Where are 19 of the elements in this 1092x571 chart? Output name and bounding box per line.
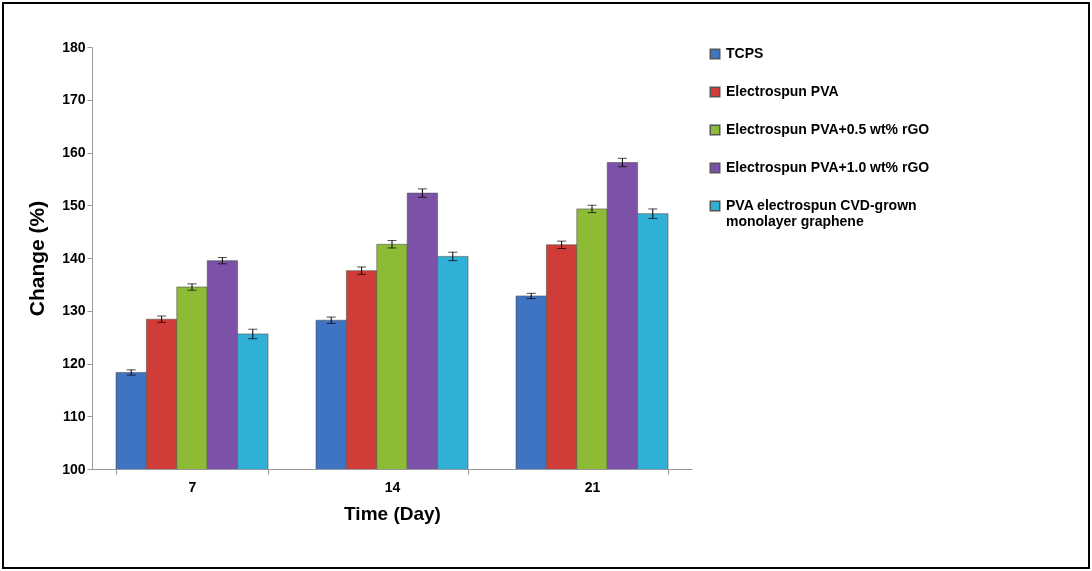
y-tick-label: 180: [62, 38, 86, 55]
y-tick-label: 150: [62, 196, 86, 213]
legend-label: Electrospun PVA: [726, 83, 839, 99]
y-tick-label: 120: [62, 355, 86, 371]
y-tick-label: 160: [62, 144, 86, 160]
y-tick-label: 170: [62, 91, 86, 108]
x-tick-label: 7: [188, 478, 197, 495]
legend-label: TCPS: [726, 45, 764, 61]
x-tick-label: 21: [584, 478, 601, 495]
legend-label: Electrospun PVA+1.0 wt% rGO: [726, 159, 930, 175]
y-tick-label: 130: [62, 302, 86, 319]
x-tick-label: 14: [384, 478, 401, 495]
y-axis-title: Change (%): [25, 200, 49, 317]
y-tick-label: 110: [62, 407, 86, 424]
y-tick-label: 100: [62, 460, 86, 477]
y-tick-label: 140: [62, 249, 86, 266]
x-axis-title: Time (Day): [344, 502, 441, 524]
legend-label: PVA electrospun CVD-grown monolayer graphene: [726, 197, 917, 229]
legend-label: Electrospun PVA+0.5 wt% rGO: [726, 121, 930, 137]
